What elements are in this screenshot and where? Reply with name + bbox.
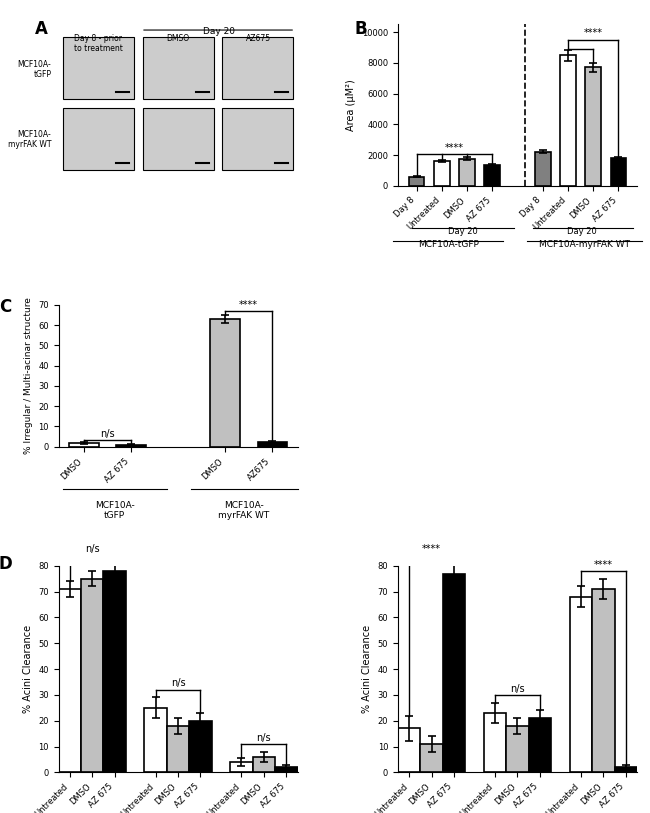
Y-axis label: Area (μM²): Area (μM²) — [346, 79, 356, 131]
Bar — [103, 571, 126, 772]
Text: n/s: n/s — [510, 684, 525, 693]
Bar — [535, 152, 551, 186]
FancyBboxPatch shape — [63, 108, 134, 170]
Text: D: D — [0, 555, 12, 573]
Text: n/s: n/s — [171, 678, 185, 689]
Bar — [585, 67, 601, 186]
Text: Day 20: Day 20 — [448, 227, 477, 237]
Text: MCF10A-tGFP: MCF10A-tGFP — [418, 240, 478, 249]
Bar — [70, 443, 99, 447]
Text: n/s: n/s — [85, 544, 99, 554]
Text: B: B — [355, 20, 367, 37]
Bar — [506, 726, 528, 772]
Bar — [167, 726, 189, 772]
Bar — [443, 573, 465, 772]
Bar — [144, 708, 167, 772]
Text: MCF10A-
tGFP: MCF10A- tGFP — [95, 501, 135, 520]
FancyBboxPatch shape — [144, 37, 214, 98]
Text: A: A — [34, 20, 47, 37]
Bar — [610, 158, 626, 186]
Text: C: C — [0, 298, 11, 315]
Bar — [484, 165, 500, 186]
Text: ****: **** — [594, 559, 613, 570]
Text: MCF10A-
myrFAK WT: MCF10A- myrFAK WT — [8, 130, 51, 150]
Bar — [81, 579, 103, 772]
FancyBboxPatch shape — [222, 108, 292, 170]
Text: MCF10A-
tGFP: MCF10A- tGFP — [18, 60, 51, 80]
Text: Day 8 - prior
to treatment: Day 8 - prior to treatment — [73, 34, 122, 54]
Text: ****: **** — [584, 28, 603, 38]
Bar — [409, 176, 424, 186]
Bar — [592, 589, 614, 772]
Bar — [569, 597, 592, 772]
Bar — [484, 713, 506, 772]
Bar — [253, 757, 275, 772]
Bar — [275, 767, 298, 772]
Bar — [434, 161, 450, 186]
Text: n/s: n/s — [100, 429, 115, 439]
FancyBboxPatch shape — [63, 37, 134, 98]
Bar — [421, 744, 443, 772]
Text: n/s: n/s — [257, 733, 271, 742]
Bar — [211, 319, 240, 447]
FancyBboxPatch shape — [222, 37, 292, 98]
Bar — [460, 159, 475, 186]
Bar — [528, 718, 551, 772]
Bar — [257, 441, 287, 447]
Text: Day 20: Day 20 — [567, 227, 597, 237]
Y-axis label: % Irregular / Multi-acinar structure: % Irregular / Multi-acinar structure — [23, 298, 32, 454]
Bar — [614, 767, 637, 772]
Text: DMSO: DMSO — [166, 34, 190, 43]
Text: MCF10A-myrFAK WT: MCF10A-myrFAK WT — [539, 240, 630, 249]
Text: ****: **** — [422, 544, 441, 554]
Text: ****: **** — [239, 300, 258, 310]
Y-axis label: % Acini Clearance: % Acini Clearance — [23, 625, 32, 713]
Bar — [58, 589, 81, 772]
Bar — [116, 445, 146, 447]
Bar — [230, 762, 253, 772]
Bar — [398, 728, 421, 772]
Text: Day 20: Day 20 — [203, 27, 235, 36]
Bar — [560, 55, 576, 186]
Text: ****: **** — [445, 143, 464, 153]
Text: AZ675: AZ675 — [246, 34, 270, 43]
FancyBboxPatch shape — [144, 108, 214, 170]
Y-axis label: % Acini Clearance: % Acini Clearance — [362, 625, 372, 713]
Bar — [189, 720, 212, 772]
Text: MCF10A-
myrFAK WT: MCF10A- myrFAK WT — [218, 501, 269, 520]
